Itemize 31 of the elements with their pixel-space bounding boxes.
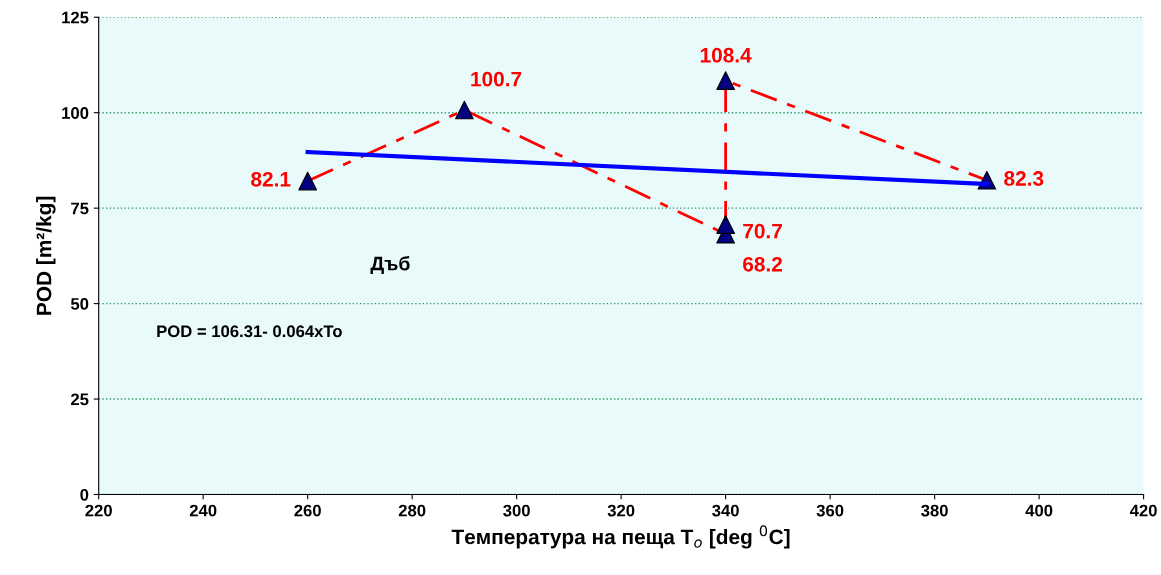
data-label: 82.1	[251, 171, 291, 187]
y-tick-label: 100	[62, 107, 89, 119]
x-tick-label: 260	[294, 504, 321, 517]
x-tick-label: 220	[85, 504, 112, 517]
x-tick-label: 300	[503, 504, 530, 517]
data-label: 82.3	[1004, 171, 1044, 186]
x-tick-label: 240	[189, 504, 217, 517]
x-tick-label: 280	[398, 504, 426, 517]
x-tick-label: 340	[712, 504, 739, 517]
point	[298, 171, 318, 191]
x-tick-label: 400	[1025, 504, 1053, 517]
x-tick-label: 320	[607, 504, 635, 517]
data-label: 100.7	[471, 71, 522, 87]
y-tick-label: 0	[80, 488, 89, 501]
y-tick-label: 25	[71, 393, 89, 406]
data-label: 68.2	[743, 256, 782, 272]
x-axis-title: Температура на пеща T$_{o}$ [deg $^{0}$C]	[451, 525, 790, 549]
y-tick-label: 50	[70, 298, 89, 310]
y-tick-label: 125	[62, 11, 89, 24]
data-label: 70.7	[743, 223, 782, 239]
point	[716, 215, 735, 234]
point	[455, 100, 474, 120]
x-tick-label: 380	[921, 504, 948, 517]
x-tick-label: 360	[816, 504, 844, 517]
y-axis-title: POD [m²/kg]	[36, 196, 56, 315]
y-tick-label: 75	[71, 202, 89, 215]
data-label: 108.4	[700, 47, 752, 63]
point	[716, 71, 735, 90]
x-tick-label: 420	[1129, 504, 1157, 517]
annotation: Дъб	[370, 255, 410, 275]
annotation: POD = 106.31- 0.064xTo	[157, 325, 342, 338]
